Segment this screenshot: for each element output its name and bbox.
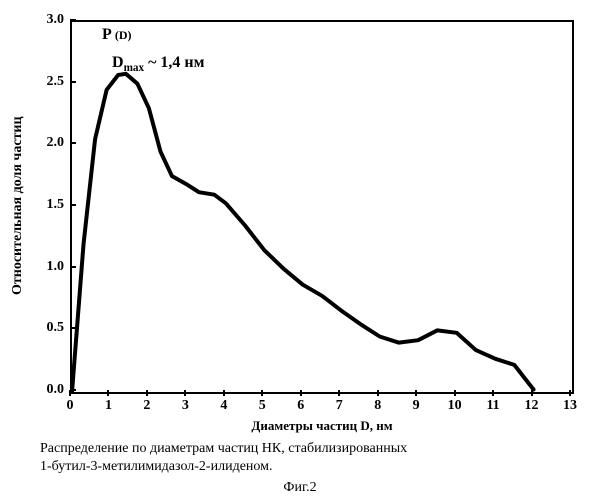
y-axis-label: Относительная доля частиц xyxy=(10,116,26,295)
x-tick-label: 12 xyxy=(522,398,542,414)
x-tick-mark xyxy=(107,390,109,396)
x-tick-label: 5 xyxy=(252,398,272,414)
y-tick-mark xyxy=(70,266,76,268)
x-axis-label: Диаметры частиц D, нм xyxy=(72,418,572,434)
x-tick-label: 2 xyxy=(137,398,157,414)
figure-caption: Распределение по диаметрам частиц НК, ст… xyxy=(40,440,407,476)
y-tick-mark xyxy=(70,142,76,144)
y-tick-label: 1.0 xyxy=(34,259,64,275)
y-tick-label: 3.0 xyxy=(34,12,64,28)
x-tick-mark xyxy=(69,390,71,396)
y-tick-mark xyxy=(70,81,76,83)
x-tick-label: 3 xyxy=(175,398,195,414)
figure-container: Относительная доля частиц P (D) Dmax ~ 1… xyxy=(0,0,600,500)
x-tick-label: 10 xyxy=(445,398,465,414)
caption-line-2: 1-бутил-3-метилимидазол-2-илиденом. xyxy=(40,458,407,476)
x-tick-label: 6 xyxy=(291,398,311,414)
caption-line-1: Распределение по диаметрам частиц НК, ст… xyxy=(40,440,407,458)
x-tick-label: 9 xyxy=(406,398,426,414)
figure-number: Фиг.2 xyxy=(0,480,600,496)
x-tick-mark xyxy=(261,390,263,396)
x-tick-label: 1 xyxy=(98,398,118,414)
y-tick-label: 1.5 xyxy=(34,197,64,213)
y-tick-label: 0.5 xyxy=(34,320,64,336)
y-tick-label: 2.0 xyxy=(34,135,64,151)
y-tick-label: 0.0 xyxy=(34,382,64,398)
x-tick-mark xyxy=(184,390,186,396)
x-tick-label: 11 xyxy=(483,398,503,414)
x-tick-mark xyxy=(377,390,379,396)
x-tick-label: 13 xyxy=(560,398,580,414)
x-tick-mark xyxy=(338,390,340,396)
x-tick-mark xyxy=(454,390,456,396)
y-tick-mark xyxy=(70,19,76,21)
x-tick-mark xyxy=(569,390,571,396)
x-tick-mark xyxy=(415,390,417,396)
x-tick-label: 7 xyxy=(329,398,349,414)
x-tick-mark xyxy=(223,390,225,396)
x-tick-mark xyxy=(300,390,302,396)
y-tick-mark xyxy=(70,204,76,206)
plot-area: P (D) Dmax ~ 1,4 нм Диаметры частиц D, н… xyxy=(70,20,574,394)
y-tick-label: 2.5 xyxy=(34,74,64,90)
x-tick-label: 8 xyxy=(368,398,388,414)
y-tick-mark xyxy=(70,327,76,329)
x-tick-mark xyxy=(492,390,494,396)
x-tick-mark xyxy=(146,390,148,396)
x-tick-label: 0 xyxy=(60,398,80,414)
x-tick-label: 4 xyxy=(214,398,234,414)
x-tick-mark xyxy=(531,390,533,396)
distribution-curve xyxy=(72,22,572,392)
